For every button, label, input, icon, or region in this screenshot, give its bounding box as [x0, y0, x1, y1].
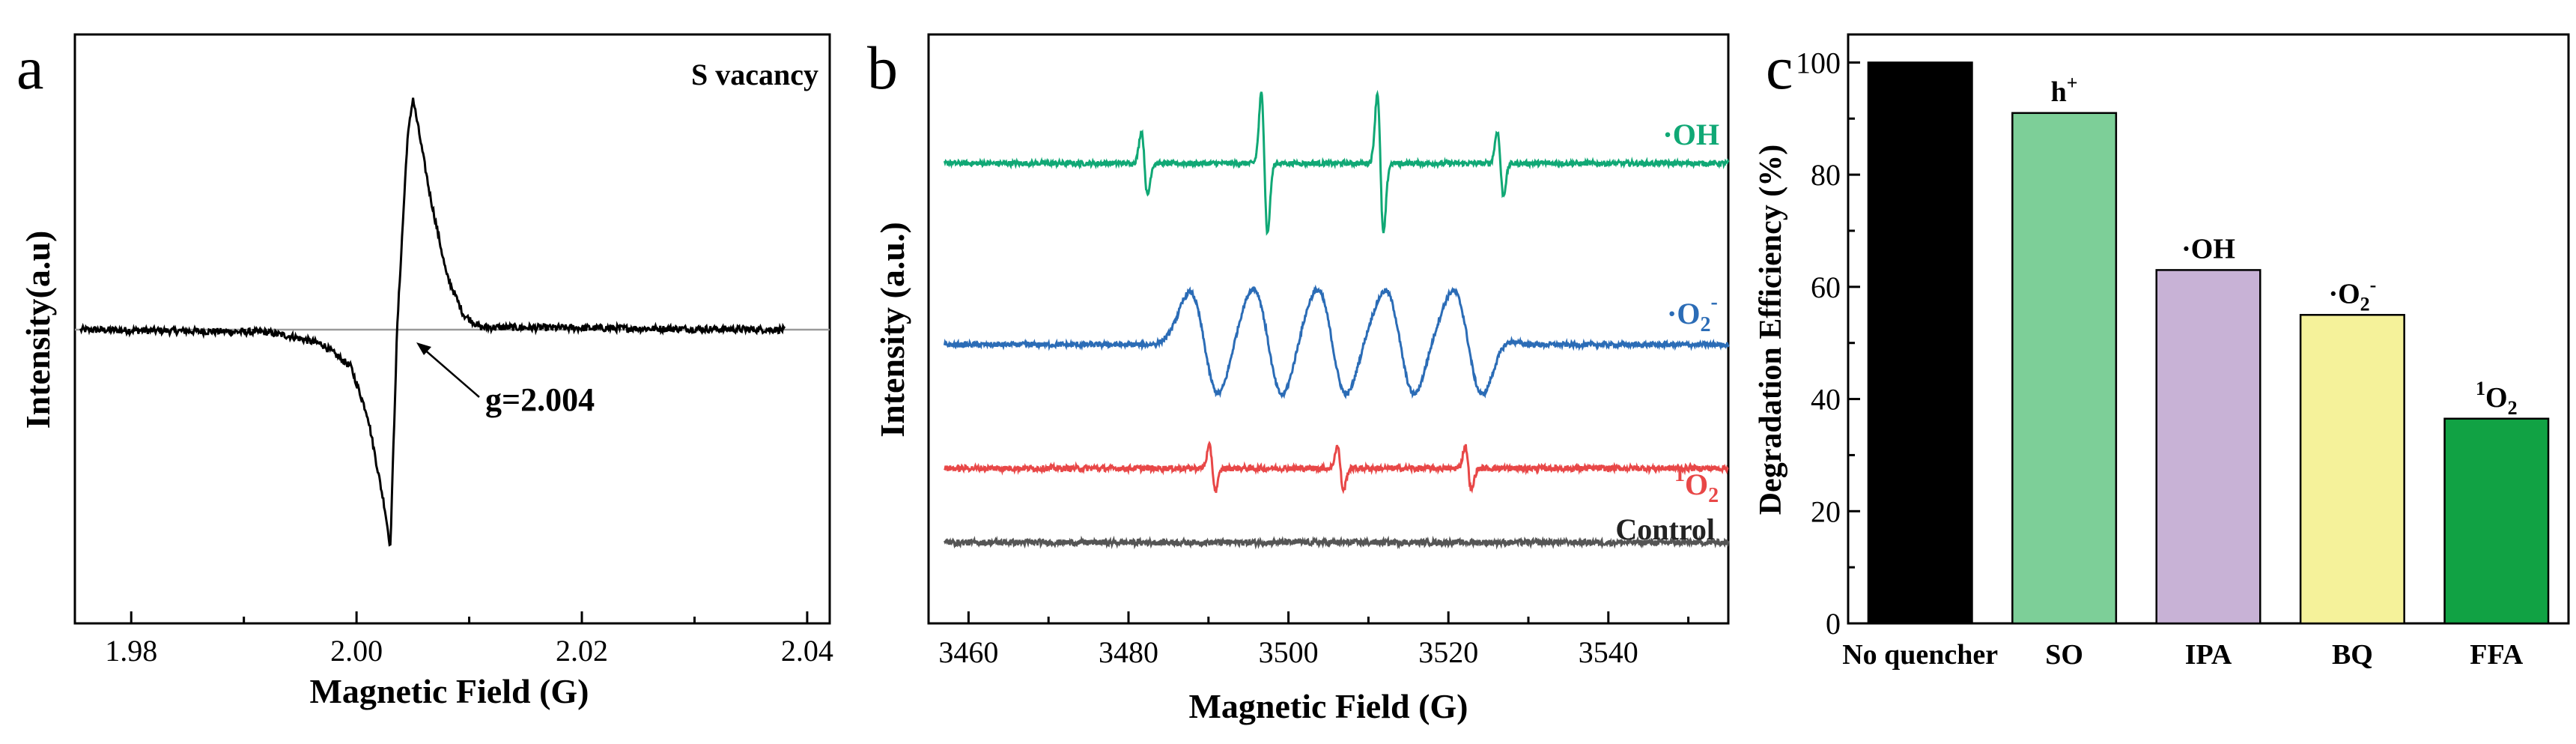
panel-a-g-arrow: [422, 348, 480, 398]
bar-label-ffa-main: O: [2485, 382, 2508, 414]
panel-letter-b: b: [867, 34, 898, 102]
bar-ipa: [2155, 269, 2261, 625]
panel-b-x-tick-label: 3520: [1418, 635, 1478, 669]
panel-c-y-tick-label: 40: [1811, 383, 1841, 417]
panel-c-y-ticks: 0 20 40 60 80 100: [1796, 46, 1860, 641]
panel-b-label-singlet-oxygen-sub: 2: [1708, 484, 1719, 507]
bar-label-bq-sub: 2: [2360, 293, 2370, 315]
panel-c-category-label: No quencher: [1842, 639, 1998, 671]
bar-bq: [2299, 314, 2405, 625]
panel-a-x-tick-label: 2.04: [781, 634, 833, 668]
bar-label-ipa: ·OH: [2181, 233, 2235, 264]
panel-c-y-tick-label: 80: [1811, 158, 1841, 192]
panel-b-series-group: [943, 89, 1730, 550]
panel-b-x-tick-label: 3480: [1099, 635, 1158, 669]
bar-label-so: h+: [2051, 72, 2078, 108]
panel-b: 3460 3480 3500 3520 3540 ·OH ·O2- 1O2 Contro…: [873, 33, 1730, 725]
bar-no-quencher: [1867, 61, 1973, 625]
panel-b-x-tick-label: 3500: [1259, 635, 1319, 669]
panel-b-label-singlet-oxygen: 1O2: [1674, 463, 1719, 507]
panel-c-category-label: SO: [2045, 639, 2083, 671]
panel-a-x-axis-label: Magnetic Field (G): [309, 672, 589, 710]
bar-ffa: [2443, 417, 2550, 625]
panel-a-x-tick-label: 1.98: [105, 634, 157, 668]
panel-a-x-tick-label: 2.00: [330, 634, 383, 668]
panel-b-y-axis-label: Intensity (a.u.): [873, 222, 911, 438]
panel-b-label-superoxide-sup: -: [1710, 291, 1717, 314]
panel-a-x-tick-label: 2.02: [556, 634, 608, 668]
panel-b-x-tick-label: 3540: [1579, 635, 1638, 669]
bar-label-ffa-sub: 2: [2508, 397, 2518, 419]
panel-c-category-label: IPA: [2185, 639, 2232, 671]
panel-letter-c: c: [1766, 34, 1793, 102]
panel-b-x-ticks: 3460 3480 3500 3520 3540: [938, 611, 1690, 669]
panel-b-x-tick-label: 3460: [938, 635, 998, 669]
panel-c-y-tick-label: 20: [1811, 495, 1841, 528]
panel-a-series-s-vacancy: [79, 97, 786, 547]
panel-a-y-axis-label: Intensity(a.u): [19, 231, 57, 429]
panel-b-label-control: Control: [1615, 512, 1715, 546]
bar-label-bq: ·O2-: [2328, 273, 2376, 315]
panel-b-label-singlet-oxygen-main: O: [1685, 468, 1708, 501]
panel-a-annotation: S vacancy: [691, 58, 818, 91]
bar-label-bq-main: ·O: [2328, 278, 2360, 309]
panel-c-y-axis-label: Degradation Efficiency (%): [1754, 145, 1788, 515]
panel-b-label-superoxide-sub: 2: [1700, 313, 1710, 336]
panel-c-bars: [1867, 61, 2550, 625]
bar-label-ipa-main: ·OH: [2181, 233, 2235, 264]
bar-label-bq-sup: -: [2370, 273, 2377, 295]
panel-c-category-labels: No quencher SO IPA BQ FFA: [1842, 639, 2524, 671]
bar-label-ffa: 1O2: [2476, 378, 2518, 419]
panel-a-g-arrowhead: [416, 342, 431, 355]
panel-a-x-ticks: 1.98 2.00 2.02 2.04: [105, 611, 833, 668]
panel-c-y-tick-label: 60: [1811, 270, 1841, 304]
panel-b-series-line: [944, 535, 1730, 550]
panel-b-label-superoxide: ·O2-: [1667, 291, 1718, 336]
panel-b-series-line: [943, 284, 1730, 399]
panel-c-y-tick-label: 0: [1826, 607, 1841, 641]
panel-c-category-label: FFA: [2470, 639, 2524, 671]
bar-label-ffa-pre: 1: [2476, 378, 2485, 399]
panel-b-label-oh: ·OH: [1662, 118, 1719, 151]
panel-b-series-line: [943, 89, 1730, 236]
panel-a: 1.98 2.00 2.02 2.04 g=2.004 S vacancy Magne…: [19, 33, 833, 710]
panel-b-frame: [927, 33, 1730, 625]
panel-a-g-label: g=2.004: [485, 381, 595, 418]
bar-label-so-main: h: [2051, 76, 2067, 108]
bar-label-so-sup: +: [2067, 72, 2078, 94]
panel-b-series-line: [944, 441, 1729, 495]
panel-b-label-superoxide-main: ·O: [1667, 297, 1700, 330]
panel-c-category-label: BQ: [2332, 639, 2373, 671]
panel-letter-a: a: [16, 34, 43, 102]
panel-c-bar-labels: h+ ·OH ·O2- 1O2: [2051, 72, 2518, 419]
panel-b-label-singlet-oxygen-pre: 1: [1674, 463, 1685, 486]
bar-so: [2011, 112, 2118, 625]
panel-c-y-tick-label: 100: [1796, 46, 1841, 79]
panel-b-x-axis-label: Magnetic Field (G): [1188, 687, 1468, 725]
